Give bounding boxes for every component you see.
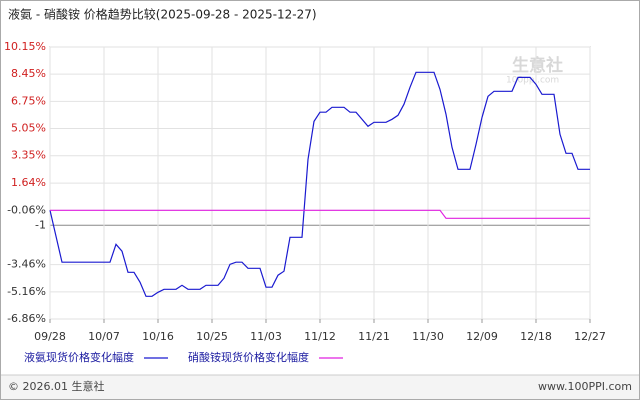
legend-label: 硝酸铵现货价格变化幅度	[188, 350, 309, 364]
chart-title: 液氨 - 硝酸铵 价格趋势比较(2025-09-28 - 2025-12-27)	[8, 7, 317, 22]
y-tick-label: -6.86%	[7, 312, 46, 325]
series-line	[50, 209, 590, 219]
y-tick-label: 3.35%	[11, 149, 46, 162]
footer-copyright: © 2026.01 生意社	[8, 379, 104, 393]
x-tick-label: 12/18	[520, 330, 552, 343]
series-line	[49, 71, 590, 297]
watermark-brand: 生意社	[512, 55, 563, 76]
footer-site: www.100PPI.com	[538, 380, 632, 393]
y-tick-label: 1.64%	[11, 176, 46, 189]
x-tick-label: 10/16	[142, 330, 174, 343]
x-tick-label: 11/03	[250, 330, 282, 343]
y-tick-label: 10.15%	[4, 40, 46, 53]
y-tick-label: -3.46%	[7, 258, 46, 271]
x-tick-label: 11/30	[412, 330, 444, 343]
y-tick-label: 6.75%	[11, 94, 46, 107]
x-tick-label: 11/21	[358, 330, 390, 343]
x-tick-label: 09/28	[34, 330, 66, 343]
y-tick-label: 8.45%	[11, 67, 46, 80]
y-tick-label: 5.05%	[11, 122, 46, 135]
x-tick-label: 11/12	[304, 330, 336, 343]
legend-label: 液氨现货价格变化幅度	[24, 350, 134, 364]
y-tick-label: -0.06%	[7, 203, 46, 216]
footer-band	[1, 375, 639, 399]
x-tick-label: 10/25	[196, 330, 228, 343]
x-tick-label: 12/09	[466, 330, 498, 343]
x-tick-label: 10/07	[88, 330, 120, 343]
y-tick-label: -1	[35, 218, 46, 231]
y-tick-label: -5.16%	[7, 285, 46, 298]
x-tick-label: 12/27	[574, 330, 606, 343]
